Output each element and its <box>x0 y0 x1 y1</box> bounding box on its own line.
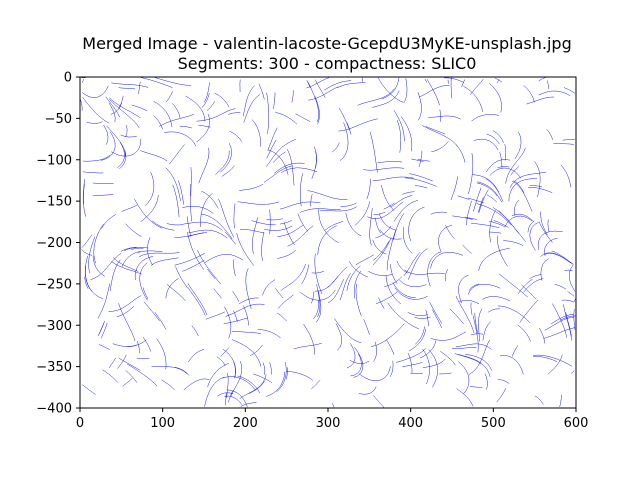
y-tick-label: −150 <box>36 195 72 210</box>
x-tick-label: 600 <box>564 416 589 431</box>
x-tick-label: 200 <box>233 416 258 431</box>
y-tick-label: 0 <box>64 71 72 86</box>
y-tick-label: −350 <box>36 360 72 375</box>
x-tick-label: 100 <box>150 416 175 431</box>
chart-title-line1: Merged Image - valentin-lacoste-GcepdU3M… <box>82 34 571 53</box>
x-tick-label: 500 <box>481 416 506 431</box>
y-tick-label: −400 <box>36 402 72 417</box>
y-tick-label: −200 <box>36 236 72 251</box>
y-tick-label: −250 <box>36 277 72 292</box>
plot-frame <box>79 76 577 409</box>
y-tick-label: −100 <box>36 153 72 168</box>
y-tick-label: −50 <box>45 112 72 127</box>
segment-boundaries <box>79 76 577 409</box>
y-axis: 0 −50 −100 −150 −200 −250 −300 −350 −400 <box>36 71 80 417</box>
chart-title-line2: Segments: 300 - compactness: SLIC0 <box>178 54 477 73</box>
x-axis: 0 100 200 300 400 500 600 <box>76 408 589 431</box>
y-tick-label: −300 <box>36 319 72 334</box>
x-tick-label: 300 <box>316 416 341 431</box>
segment-contours <box>79 76 577 409</box>
x-tick-label: 400 <box>398 416 423 431</box>
x-tick-label: 0 <box>76 416 84 431</box>
